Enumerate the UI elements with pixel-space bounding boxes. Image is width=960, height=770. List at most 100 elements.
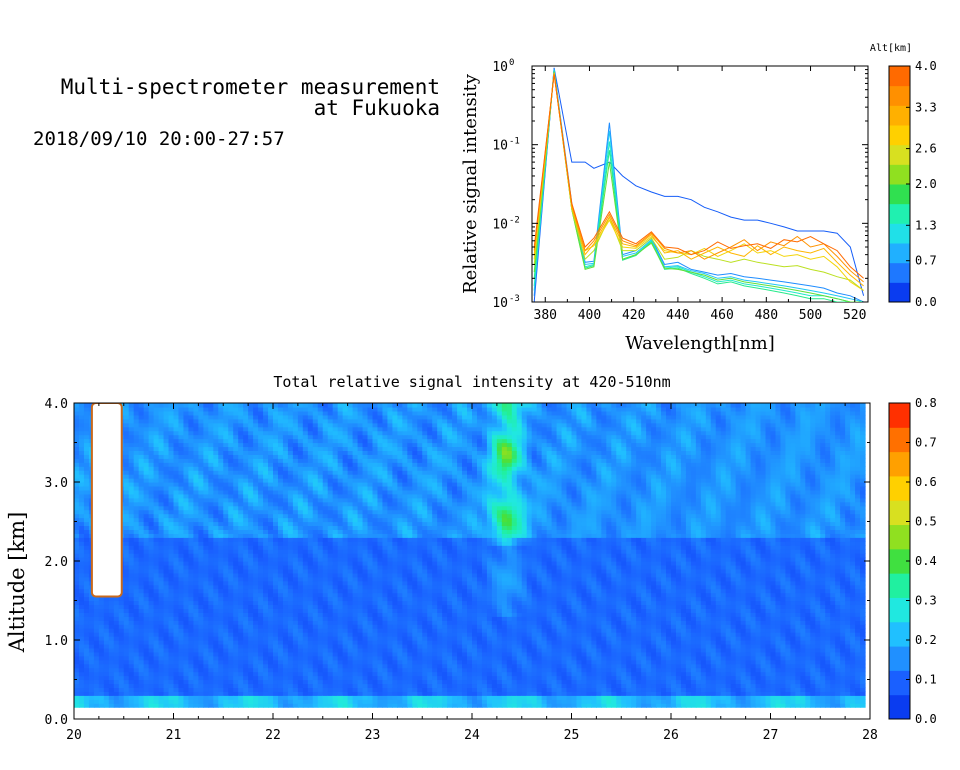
heatmap-cell bbox=[332, 501, 339, 507]
heatmap-cell bbox=[163, 561, 170, 566]
heatmap-cell bbox=[317, 478, 324, 483]
heatmap-cell bbox=[238, 557, 244, 562]
heatmap-cell bbox=[203, 529, 209, 534]
heatmap-cell bbox=[302, 403, 309, 408]
heatmap-cell bbox=[203, 624, 209, 629]
heatmap-cell bbox=[243, 537, 249, 542]
heatmap-cell bbox=[258, 403, 264, 408]
heatmap-cell bbox=[233, 501, 239, 507]
heatmap-cell bbox=[168, 640, 175, 645]
heatmap-cell bbox=[158, 636, 165, 641]
heatmap-cell bbox=[118, 655, 125, 661]
heatmap-cell bbox=[203, 687, 209, 692]
heatmap-cell bbox=[188, 501, 195, 507]
heatmap-cell bbox=[273, 478, 279, 483]
heatmap-cell bbox=[268, 616, 274, 621]
heatmap-cell bbox=[198, 557, 204, 562]
heatmap-cell bbox=[372, 529, 379, 534]
heatmap-cell bbox=[203, 414, 209, 420]
heatmap-cell bbox=[88, 604, 95, 609]
heatmap-cell bbox=[253, 564, 259, 570]
heatmap-cell bbox=[228, 541, 234, 546]
heatmap-cell bbox=[203, 450, 209, 455]
heatmap-cell bbox=[277, 458, 284, 463]
heatmap-cell bbox=[228, 549, 234, 554]
heatmap-cell bbox=[163, 695, 170, 700]
heatmap-cell bbox=[268, 414, 274, 420]
heatmap-cell bbox=[168, 667, 175, 673]
heatmap-cell bbox=[193, 525, 199, 530]
heatmap-cell bbox=[347, 406, 354, 412]
heatmap-cell bbox=[138, 466, 145, 471]
heatmap-cell bbox=[143, 525, 150, 530]
heatmap-cell bbox=[337, 647, 344, 653]
heatmap-cell bbox=[183, 651, 190, 657]
heatmap-cell bbox=[163, 588, 170, 594]
heatmap-cell bbox=[128, 687, 135, 692]
heatmap-cell bbox=[198, 450, 204, 455]
heatmap-cell bbox=[253, 675, 259, 681]
heatmap-cell bbox=[282, 683, 289, 688]
heatmap-cell bbox=[163, 584, 170, 590]
heatmap-cell bbox=[377, 454, 384, 459]
heatmap-cell bbox=[337, 525, 344, 530]
heatmap-cell bbox=[372, 466, 379, 471]
heatmap-cell bbox=[327, 679, 334, 685]
heatmap-cell bbox=[347, 505, 354, 511]
heatmap-cell bbox=[362, 600, 369, 606]
heatmap-cell bbox=[282, 545, 289, 550]
heatmap-cell bbox=[342, 438, 349, 444]
heatmap-cell bbox=[133, 624, 140, 629]
heatmap-cell bbox=[258, 679, 264, 685]
heatmap-cell bbox=[128, 426, 135, 432]
heatmap-cell bbox=[138, 509, 145, 515]
heatmap-cell bbox=[332, 691, 339, 696]
alt-colorbar: 0.00.71.32.02.63.34.0 bbox=[888, 59, 937, 309]
heatmap-cell bbox=[158, 485, 165, 491]
heatmap-cell bbox=[268, 568, 274, 574]
heatmap-cell bbox=[153, 683, 160, 688]
heatmap-cell bbox=[258, 442, 264, 448]
heatmap-cell bbox=[128, 537, 135, 542]
heatmap-cell bbox=[337, 604, 344, 609]
heatmap-cell bbox=[218, 414, 224, 420]
heatmap-cell bbox=[208, 446, 214, 451]
heatmap-cell bbox=[342, 501, 349, 507]
heatmap-cell bbox=[317, 450, 324, 455]
heatmap-cell bbox=[223, 588, 229, 594]
heatmap-cell bbox=[118, 667, 125, 673]
heatmap-cell bbox=[357, 640, 364, 645]
heatmap-cell bbox=[223, 679, 229, 685]
heatmap-cell bbox=[357, 537, 364, 542]
heatmap-cell bbox=[133, 418, 140, 424]
heatmap-cell bbox=[253, 414, 259, 420]
heatmap-cell bbox=[243, 434, 249, 440]
heatmap-cell bbox=[173, 675, 180, 681]
heatmap-cell bbox=[213, 624, 219, 629]
heatmap-cell bbox=[83, 501, 90, 507]
heatmap-cell bbox=[312, 525, 319, 530]
heatmap-cell bbox=[238, 691, 244, 696]
heatmap-cell bbox=[238, 592, 244, 598]
heatmap-cell bbox=[342, 482, 349, 487]
heatmap-cell bbox=[183, 493, 190, 499]
heatmap-cell bbox=[198, 576, 204, 582]
heatmap-cell bbox=[158, 632, 165, 637]
heatmap-cell bbox=[93, 659, 100, 665]
heatmap-cell bbox=[238, 418, 244, 424]
heatmap-cell bbox=[282, 553, 289, 558]
heatmap-cell bbox=[352, 403, 359, 408]
heatmap-cell bbox=[168, 430, 175, 436]
heatmap-cell bbox=[213, 414, 219, 420]
heatmap-cell bbox=[133, 430, 140, 436]
heatmap-cell bbox=[74, 537, 80, 542]
heatmap-cell bbox=[282, 418, 289, 424]
heatmap-cell bbox=[78, 533, 85, 538]
heatmap-cell bbox=[233, 667, 239, 673]
heatmap-cell bbox=[327, 624, 334, 629]
heatmap-cell bbox=[253, 501, 259, 507]
heatmap-cell bbox=[203, 545, 209, 550]
heatmap-cell bbox=[307, 418, 314, 424]
heatmap-cell bbox=[223, 434, 229, 440]
heatmap-cell bbox=[143, 462, 150, 467]
